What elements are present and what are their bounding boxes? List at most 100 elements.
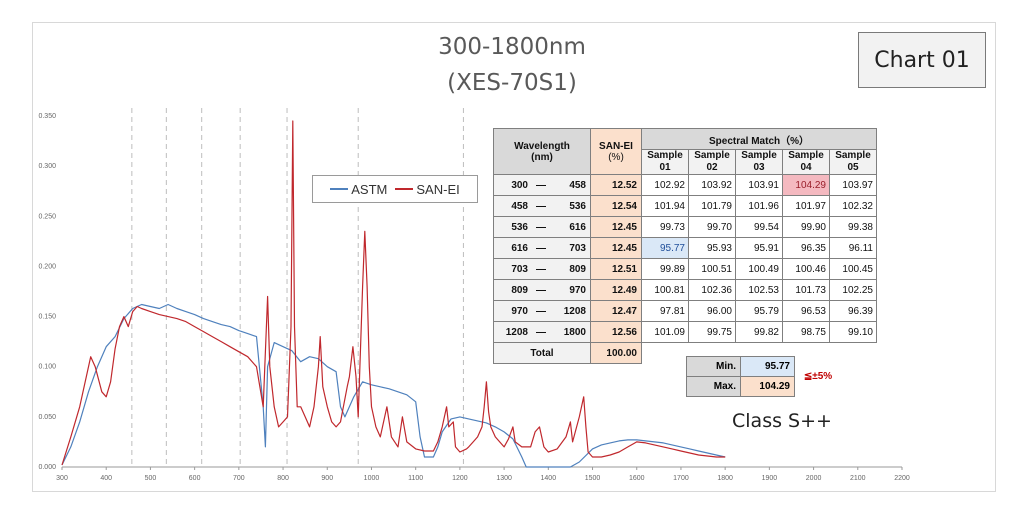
- x-tick-label: 500: [145, 475, 157, 482]
- sanei-value: 12.52: [590, 174, 642, 196]
- sample-value: 102.53: [735, 279, 783, 301]
- series-line-astm: [61, 303, 726, 468]
- sample-header-line1: Sample: [788, 150, 824, 161]
- sample-value: 101.79: [688, 195, 736, 217]
- table-row: 300 — 458 12.52 102.92 103.92 103.91 104.29 103.…: [493, 174, 877, 196]
- sample-value: 100.45: [829, 258, 877, 280]
- range-dash: —: [536, 263, 546, 275]
- x-tick-label: 2000: [806, 475, 822, 482]
- range-from: 536: [511, 221, 528, 233]
- sanei-value: 12.47: [590, 300, 642, 322]
- sample-value: 96.00: [688, 300, 736, 322]
- range-from: 970: [511, 305, 528, 317]
- x-tick-label: 1200: [452, 475, 468, 482]
- min-max-table: Min. 95.77 ≦±5% Max. 104.29: [686, 356, 841, 397]
- x-tick-label: 1100: [408, 475, 423, 482]
- wavelength-range: 458 — 536: [493, 195, 591, 217]
- x-tick-label: 600: [189, 475, 201, 482]
- sample-value: 99.82: [735, 321, 783, 343]
- sample-value: 99.90: [782, 216, 830, 238]
- sanei-value: 12.45: [590, 216, 642, 238]
- y-tick-label: 0.200: [38, 263, 56, 270]
- sample-value: 96.39: [829, 300, 877, 322]
- sample-value: 102.32: [829, 195, 877, 217]
- table-row: 1208 — 1800 12.56 101.09 99.75 99.82 98.75 99.10: [493, 321, 877, 343]
- wavelength-header-label: Wavelength: [514, 140, 570, 152]
- sample-value: 99.75: [688, 321, 736, 343]
- range-to: 703: [569, 242, 586, 254]
- legend-item-sanei: SAN-EI: [395, 181, 460, 197]
- sample-value: 100.49: [735, 258, 783, 280]
- legend-swatch-astm: [330, 188, 349, 190]
- x-tick-label: 1700: [673, 475, 689, 482]
- y-tick-label: 0.350: [38, 113, 56, 120]
- y-tick-label: 0.150: [38, 314, 56, 321]
- y-tick-label: 0.100: [38, 364, 56, 371]
- legend-swatch-sanei: [395, 188, 414, 190]
- sample-header-4: Sample 04: [782, 149, 830, 175]
- legend-label-astm: ASTM: [351, 181, 388, 197]
- chart-id-label: Chart 01: [858, 32, 986, 88]
- sample-value: 99.73: [641, 216, 689, 238]
- sanei-header-label: SAN-EI: [599, 140, 633, 152]
- legend-item-astm: ASTM: [330, 182, 387, 197]
- sanei-value: 12.56: [590, 321, 642, 343]
- x-tick-label: 1300: [496, 475, 512, 482]
- chart-title: 300-1800nm: [438, 34, 586, 60]
- range-dash: —: [536, 284, 546, 296]
- x-tick-label: 300: [56, 475, 68, 482]
- range-to: 809: [569, 263, 586, 275]
- sample-value: 95.93: [688, 237, 736, 259]
- table-row: 970 — 1208 12.47 97.81 96.00 95.79 96.53 96.39: [493, 300, 877, 322]
- chart-subtitle: (XES-70S1): [447, 70, 577, 96]
- min-label: Min.: [686, 356, 741, 377]
- wavelength-header-unit: (nm): [531, 151, 553, 163]
- sample-value: 101.09: [641, 321, 689, 343]
- sample-header-line2: 03: [753, 162, 765, 173]
- sample-header-line1: Sample: [647, 150, 683, 161]
- sample-value: 95.91: [735, 237, 783, 259]
- sample-value: 96.11: [829, 237, 877, 259]
- max-row: Max. 104.29: [686, 376, 842, 397]
- wavelength-range: 703 — 809: [493, 258, 591, 280]
- sample-value: 101.94: [641, 195, 689, 217]
- sanei-value: 12.45: [590, 237, 642, 259]
- y-tick-label: 0.250: [38, 213, 56, 220]
- table-row: 458 — 536 12.54 101.94 101.79 101.96 101.97 102.…: [493, 195, 877, 217]
- spectral-match-body: 300 — 458 12.52 102.92 103.92 103.91 104.29 103.…: [493, 174, 877, 364]
- sanei-header-unit: (%): [608, 151, 624, 163]
- sample-value: 96.53: [782, 300, 830, 322]
- range-from: 458: [511, 200, 528, 212]
- sample-value: 101.73: [782, 279, 830, 301]
- range-to: 1800: [563, 326, 586, 338]
- sample-value: 99.54: [735, 216, 783, 238]
- y-tick-label: 0.300: [38, 163, 56, 170]
- sample-value: 100.46: [782, 258, 830, 280]
- sanei-value: 12.54: [590, 195, 642, 217]
- total-row: Total 100.00: [493, 342, 877, 364]
- sample-header-5: Sample 05: [829, 149, 877, 175]
- table-row: 616 — 703 12.45 95.77 95.93 95.91 96.35 96.11: [493, 237, 877, 259]
- legend-label-sanei: SAN-EI: [416, 181, 460, 197]
- sample-value: 102.25: [829, 279, 877, 301]
- wavelength-range: 1208 — 1800: [493, 321, 591, 343]
- sample-value: 99.10: [829, 321, 877, 343]
- sample-value: 101.96: [735, 195, 783, 217]
- total-value: 100.00: [590, 342, 642, 364]
- sample-value: 97.81: [641, 300, 689, 322]
- max-label: Max.: [686, 376, 741, 397]
- x-tick-label: 2200: [894, 475, 910, 482]
- sample-value: 98.75: [782, 321, 830, 343]
- range-dash: —: [536, 326, 546, 338]
- wavelength-range: 300 — 458: [493, 174, 591, 196]
- range-to: 536: [569, 200, 586, 212]
- min-row: Min. 95.77 ≦±5%: [686, 356, 842, 382]
- sample-value: 103.91: [735, 174, 783, 196]
- x-tick-label: 1900: [762, 475, 778, 482]
- range-to: 616: [569, 221, 586, 233]
- x-tick-label: 1800: [717, 475, 733, 482]
- table-row: 536 — 616 12.45 99.73 99.70 99.54 99.90 99.38: [493, 216, 877, 238]
- sample-header-1: Sample 01: [641, 149, 689, 175]
- wavelength-header: Wavelength (nm): [493, 128, 591, 175]
